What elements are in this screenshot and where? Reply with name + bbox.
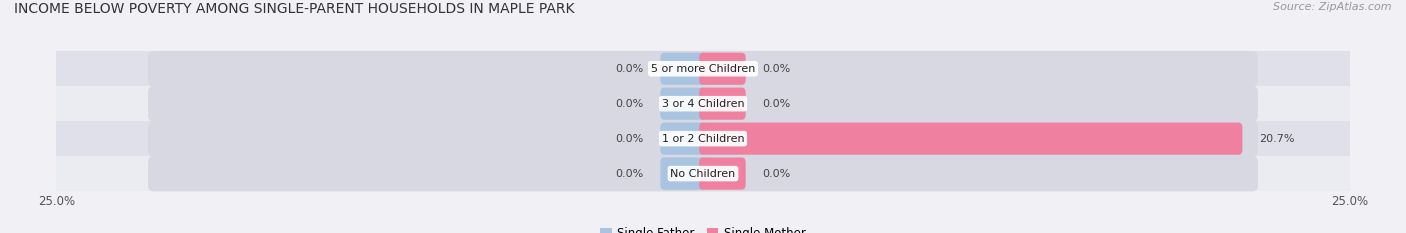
FancyBboxPatch shape — [699, 158, 745, 190]
FancyBboxPatch shape — [148, 86, 1258, 122]
FancyBboxPatch shape — [661, 88, 707, 120]
FancyBboxPatch shape — [699, 53, 745, 85]
Text: 20.7%: 20.7% — [1260, 134, 1295, 144]
Text: INCOME BELOW POVERTY AMONG SINGLE-PARENT HOUSEHOLDS IN MAPLE PARK: INCOME BELOW POVERTY AMONG SINGLE-PARENT… — [14, 2, 575, 16]
Bar — [56, 51, 1350, 86]
Text: 5 or more Children: 5 or more Children — [651, 64, 755, 74]
FancyBboxPatch shape — [148, 121, 1258, 157]
Text: Source: ZipAtlas.com: Source: ZipAtlas.com — [1274, 2, 1392, 12]
Text: 3 or 4 Children: 3 or 4 Children — [662, 99, 744, 109]
Text: 1 or 2 Children: 1 or 2 Children — [662, 134, 744, 144]
Text: 0.0%: 0.0% — [762, 64, 790, 74]
FancyBboxPatch shape — [661, 123, 707, 155]
FancyBboxPatch shape — [148, 51, 1258, 87]
FancyBboxPatch shape — [699, 123, 1243, 155]
Text: 0.0%: 0.0% — [762, 99, 790, 109]
Bar — [56, 86, 1350, 121]
FancyBboxPatch shape — [661, 53, 707, 85]
Text: 0.0%: 0.0% — [616, 134, 644, 144]
FancyBboxPatch shape — [699, 88, 745, 120]
Legend: Single Father, Single Mother: Single Father, Single Mother — [595, 222, 811, 233]
Bar — [56, 156, 1350, 191]
Text: 0.0%: 0.0% — [762, 169, 790, 178]
FancyBboxPatch shape — [661, 158, 707, 190]
Bar — [56, 121, 1350, 156]
Text: 0.0%: 0.0% — [616, 99, 644, 109]
Text: 0.0%: 0.0% — [616, 169, 644, 178]
Text: 0.0%: 0.0% — [616, 64, 644, 74]
Text: No Children: No Children — [671, 169, 735, 178]
FancyBboxPatch shape — [148, 156, 1258, 192]
